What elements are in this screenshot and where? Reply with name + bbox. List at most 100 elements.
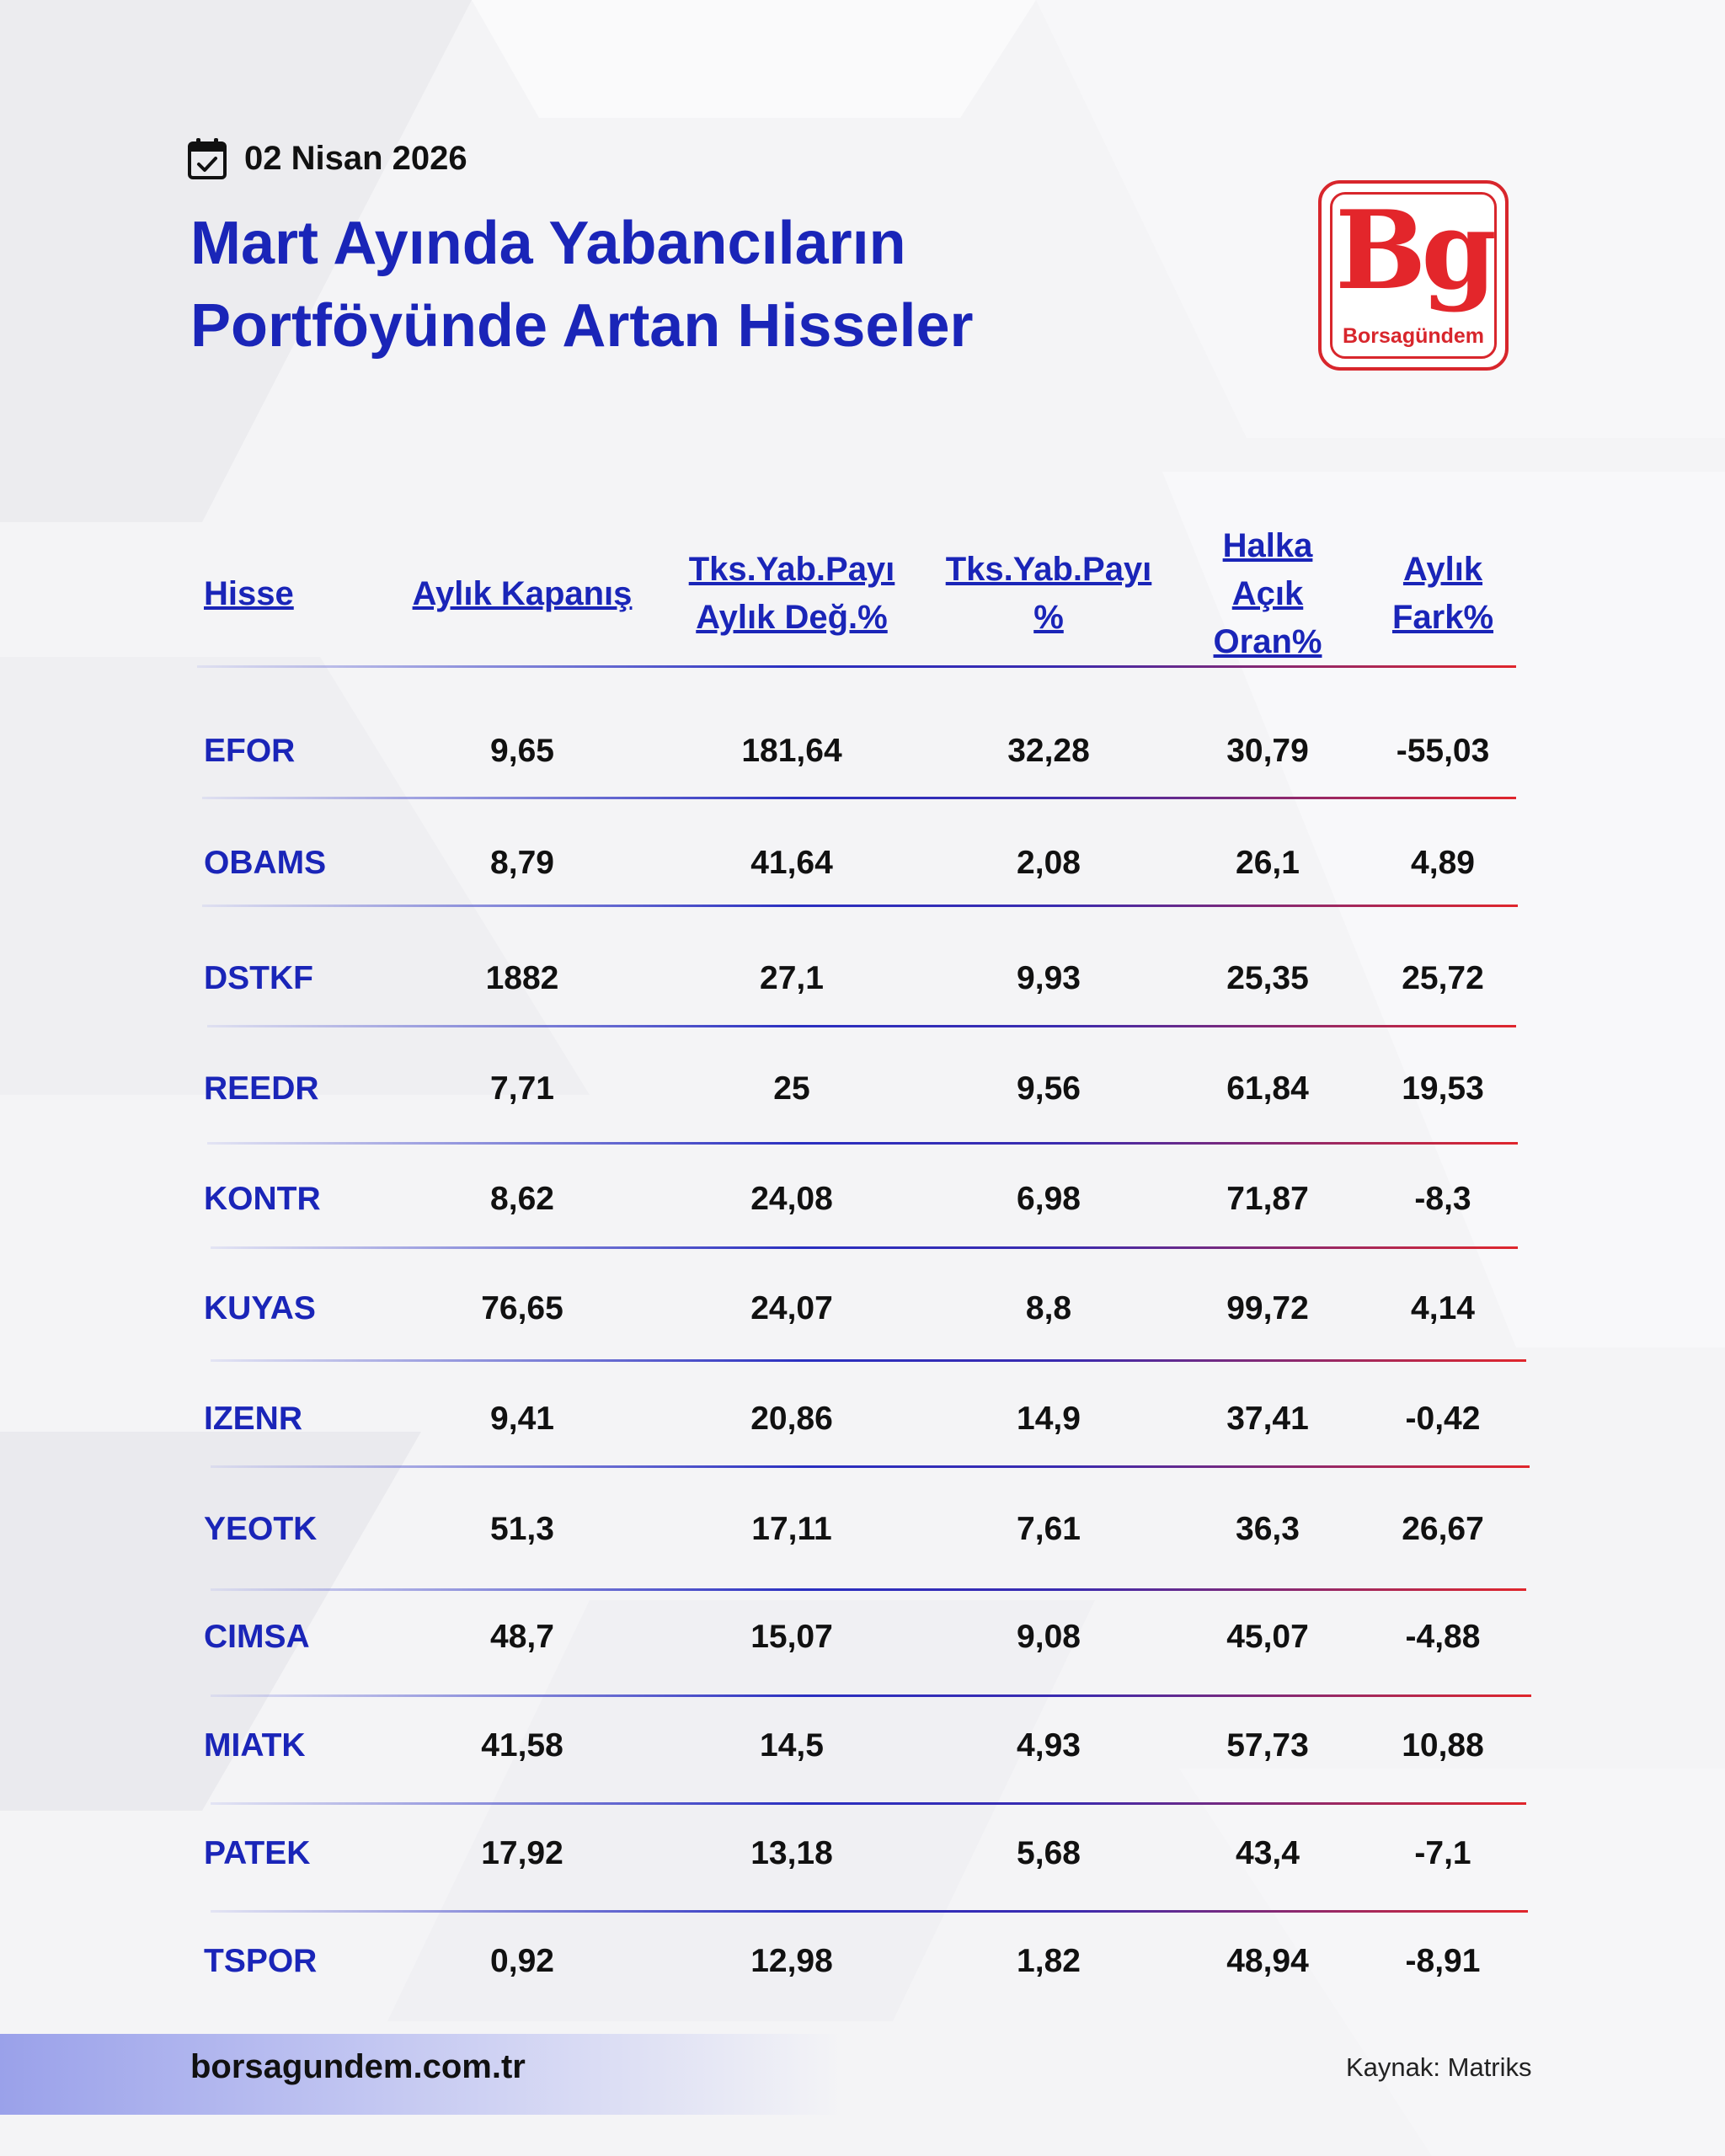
header-tks-yab-payi-deg[interactable]: Tks.Yab.Payı Aylık Değ.% (688, 551, 895, 636)
cell-aylik-fark: -55,03 (1396, 733, 1490, 769)
cell-tks-yab-payi-deg: 17,11 (751, 1511, 832, 1547)
row-divider (207, 1025, 1516, 1027)
cell-aylik-kapanis: 41,58 (481, 1727, 563, 1764)
table-row: EFOR 9,65 181,64 32,28 30,79 -55,03 (0, 726, 1725, 776)
cell-tks-yab-payi-deg: 41,64 (750, 845, 833, 881)
row-divider (211, 1694, 1531, 1697)
cell-aylik-kapanis: 76,65 (481, 1290, 563, 1326)
row-divider (211, 1588, 1526, 1591)
header-tks-yab-payi[interactable]: Tks.Yab.Payı % (945, 551, 1152, 636)
cell-tks-yab-payi-deg: 15,07 (750, 1619, 833, 1655)
table-row: DSTKF 1882 27,1 9,93 25,35 25,72 (0, 953, 1725, 1004)
page-title: Mart Ayında Yabancıların Portföyünde Art… (190, 202, 1285, 367)
cell-hisse[interactable]: PATEK (204, 1835, 311, 1871)
cell-hisse[interactable]: OBAMS (204, 845, 327, 881)
cell-tks-yab-payi: 2,08 (1017, 845, 1081, 881)
cell-tks-yab-payi-deg: 181,64 (741, 733, 842, 769)
date-row: 02 Nisan 2026 (187, 135, 467, 182)
cell-aylik-fark: 25,72 (1402, 960, 1484, 996)
cell-aylik-kapanis: 51,3 (490, 1511, 554, 1547)
cell-hisse[interactable]: CIMSA (204, 1619, 310, 1655)
row-divider (211, 1910, 1528, 1913)
cell-halka-acik-oran: 45,07 (1226, 1619, 1309, 1655)
cell-halka-acik-oran: 30,79 (1226, 733, 1309, 769)
cell-hisse[interactable]: YEOTK (204, 1511, 318, 1547)
table-row: KUYAS 76,65 24,07 8,8 99,72 4,14 (0, 1283, 1725, 1334)
header-halka-acik-oran[interactable]: Halka Açık Oran% (1213, 526, 1322, 660)
cell-tks-yab-payi-deg: 25 (773, 1070, 810, 1107)
cell-aylik-fark: 19,53 (1402, 1070, 1484, 1107)
cell-tks-yab-payi-deg: 24,08 (750, 1181, 833, 1217)
row-divider (211, 1246, 1518, 1249)
title-line-2: Portföyünde Artan Hisseler (190, 292, 974, 360)
footer-url[interactable]: borsagundem.com.tr (190, 2048, 526, 2085)
cell-tks-yab-payi-deg: 13,18 (750, 1835, 833, 1871)
cell-tks-yab-payi-deg: 27,1 (760, 960, 824, 996)
row-divider (202, 905, 1518, 907)
row-divider (211, 1465, 1530, 1468)
cell-aylik-kapanis: 17,92 (481, 1835, 563, 1871)
cell-aylik-fark: -7,1 (1414, 1835, 1471, 1871)
header-aylik-kapanis[interactable]: Aylık Kapanış (412, 574, 633, 612)
table-row: MIATK 41,58 14,5 4,93 57,73 10,88 (0, 1721, 1725, 1771)
cell-aylik-fark: -4,88 (1405, 1619, 1481, 1655)
title-line-1: Mart Ayında Yabancıların (190, 210, 906, 277)
table-row: OBAMS 8,79 41,64 2,08 26,1 4,89 (0, 838, 1725, 889)
cell-hisse[interactable]: TSPOR (204, 1943, 318, 1979)
cell-halka-acik-oran: 43,4 (1236, 1835, 1300, 1871)
cell-halka-acik-oran: 25,35 (1226, 960, 1309, 996)
cell-halka-acik-oran: 99,72 (1226, 1290, 1309, 1326)
cell-tks-yab-payi-deg: 20,86 (750, 1401, 833, 1437)
footer-band (0, 2034, 842, 2115)
cell-aylik-fark: -0,42 (1405, 1401, 1481, 1437)
cell-tks-yab-payi: 6,98 (1017, 1181, 1081, 1217)
header-hisse[interactable]: Hisse (204, 574, 294, 612)
cell-aylik-kapanis: 7,71 (490, 1070, 554, 1107)
cell-hisse[interactable]: KONTR (204, 1181, 321, 1217)
cell-tks-yab-payi: 9,08 (1017, 1619, 1081, 1655)
table-row: CIMSA 48,7 15,07 9,08 45,07 -4,88 (0, 1612, 1725, 1662)
cell-aylik-fark: 26,67 (1402, 1511, 1484, 1547)
header-aylik-fark[interactable]: Aylık Fark% (1391, 551, 1494, 636)
cell-hisse[interactable]: EFOR (204, 733, 296, 769)
cell-aylik-kapanis: 9,41 (490, 1401, 554, 1437)
cell-aylik-kapanis: 8,62 (490, 1181, 554, 1217)
cell-hisse[interactable]: MIATK (204, 1727, 306, 1764)
cell-aylik-fark: 10,88 (1402, 1727, 1484, 1764)
logo-mark: Bg (1335, 188, 1497, 314)
cell-hisse[interactable]: KUYAS (204, 1290, 316, 1326)
cell-hisse[interactable]: IZENR (204, 1401, 302, 1437)
table-header: Hisse Aylık Kapanış Tks.Yab.Payı Aylık D… (0, 522, 1725, 665)
row-divider (202, 797, 1516, 799)
cell-halka-acik-oran: 48,94 (1226, 1943, 1309, 1979)
cell-tks-yab-payi: 14,9 (1017, 1401, 1081, 1437)
cell-tks-yab-payi-deg: 12,98 (750, 1943, 833, 1979)
cell-tks-yab-payi: 32,28 (1007, 733, 1090, 769)
cell-hisse[interactable]: DSTKF (204, 960, 313, 996)
cell-hisse[interactable]: REEDR (204, 1070, 319, 1107)
cell-halka-acik-oran: 37,41 (1226, 1401, 1309, 1437)
table-row: PATEK 17,92 13,18 5,68 43,4 -7,1 (0, 1828, 1725, 1879)
row-divider (211, 1802, 1526, 1805)
stocks-table: Hisse Aylık Kapanış Tks.Yab.Payı Aylık D… (0, 522, 1725, 1979)
row-divider (197, 665, 1516, 668)
cell-aylik-fark: 4,89 (1411, 845, 1475, 881)
cell-halka-acik-oran: 26,1 (1236, 845, 1300, 881)
cell-aylik-fark: 4,14 (1411, 1290, 1475, 1326)
cell-tks-yab-payi-deg: 24,07 (750, 1290, 833, 1326)
row-divider (207, 1142, 1518, 1145)
table-row: REEDR 7,71 25 9,56 61,84 19,53 (0, 1064, 1725, 1114)
cell-aylik-kapanis: 1882 (485, 960, 559, 996)
cell-aylik-kapanis: 48,7 (490, 1619, 554, 1655)
table-row: TSPOR 0,92 12,98 1,82 48,94 -8,91 (0, 1936, 1725, 1987)
logo-name: Borsagündem (1342, 324, 1485, 348)
cell-tks-yab-payi: 9,56 (1017, 1070, 1081, 1107)
cell-aylik-fark: -8,91 (1405, 1943, 1481, 1979)
cell-halka-acik-oran: 36,3 (1236, 1511, 1300, 1547)
calendar-check-icon (188, 138, 227, 179)
cell-tks-yab-payi: 1,82 (1017, 1943, 1081, 1979)
cell-tks-yab-payi-deg: 14,5 (760, 1727, 824, 1764)
cell-tks-yab-payi: 7,61 (1017, 1511, 1081, 1547)
borsagundem-logo: Bg Borsagündem (1318, 180, 1509, 371)
